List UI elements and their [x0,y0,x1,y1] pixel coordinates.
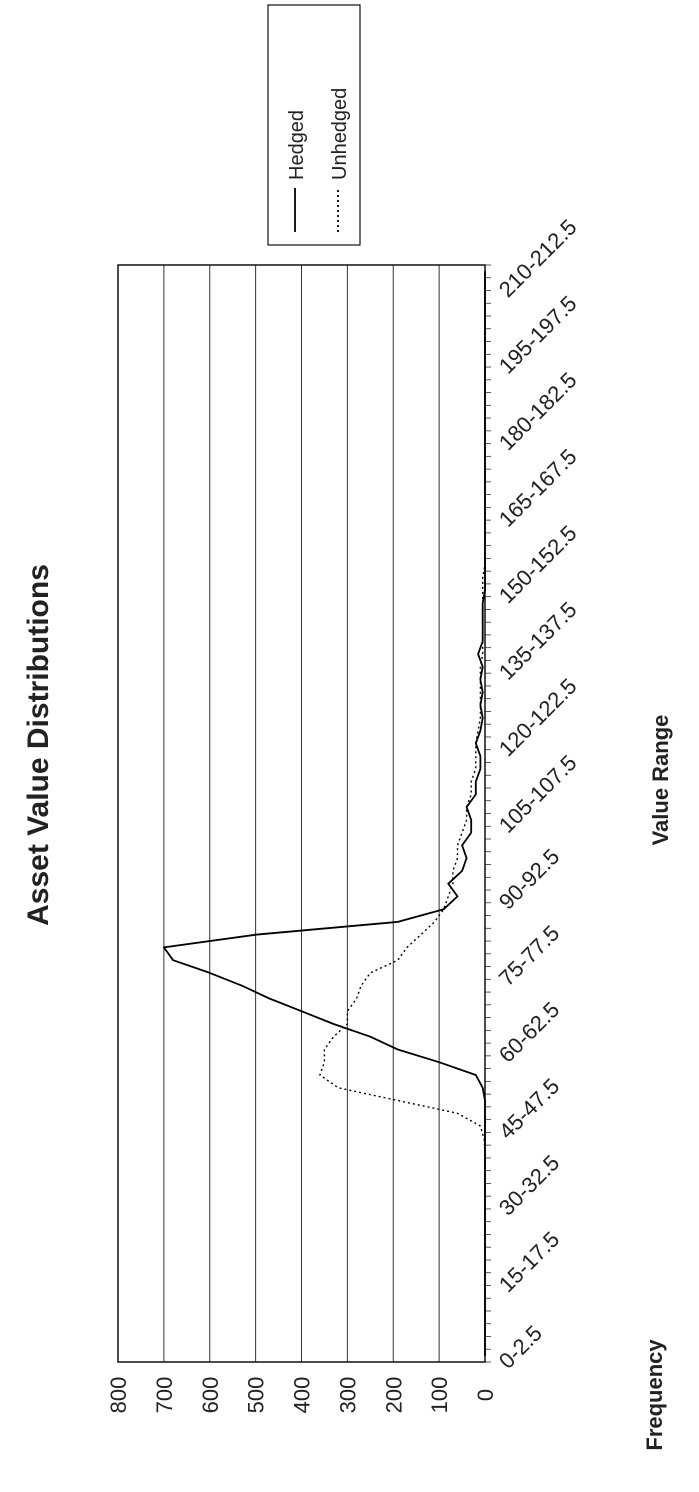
x-tick-label: 150-152.5 [494,520,582,608]
y-tick-label: 300 [335,1377,360,1414]
x-axis-title: Value Range [648,715,673,846]
x-tick-label: 195-197.5 [494,291,582,379]
x-tick-label: 165-167.5 [494,444,582,532]
y-tick-label: 0 [473,1389,498,1401]
x-axis-ticks [485,264,491,1363]
x-tick-label: 45-47.5 [494,1073,564,1143]
x-tick-label: 75-77.5 [494,920,564,990]
y-axis-title: Frequency [642,1339,667,1451]
x-axis-tick-labels: 0-2.5 15-17.530-32.545-47.560-62.575-77.5… [494,214,582,1373]
x-tick-label: 210-212.5 [494,214,582,302]
x-tick-label: 30-32.5 [494,1150,564,1220]
y-tick-label: 700 [152,1377,177,1414]
x-tick-label: 180-182.5 [494,367,582,455]
y-tick-label: 600 [198,1377,223,1414]
y-tick-label: 500 [244,1377,269,1414]
chart-title: Asset Value Distributions [22,564,55,926]
y-tick-label: 200 [381,1377,406,1414]
series-line-hedged [162,271,486,1356]
x-tick-label: 90-92.5 [494,844,564,914]
y-tick-label: 800 [106,1377,131,1414]
legend-box [267,4,361,246]
x-tick-label: 60-62.5 [494,997,564,1067]
plot-border [117,264,486,1363]
legend: Hedged Unhedged [267,4,361,246]
x-tick-label: 0-2.5 [494,1320,547,1373]
series-line-unhedged [319,271,486,1356]
gridlines [163,265,440,1362]
series-layer [162,271,486,1356]
x-tick-label: 105-107.5 [494,750,582,838]
x-tick-label: 135-137.5 [494,597,582,685]
y-tick-label: 100 [427,1377,452,1414]
y-axis-tick-labels: 0 100 200 300 400 500 600 700 800 [106,1377,498,1414]
y-tick-label: 400 [290,1377,315,1414]
x-tick-label: 120-122.5 [494,674,582,762]
x-tick-label: 15-17.5 [494,1227,564,1297]
legend-label-hedged: Hedged [286,110,308,180]
legend-label-unhedged: Unhedged [329,88,351,180]
plot-area [117,264,491,1363]
